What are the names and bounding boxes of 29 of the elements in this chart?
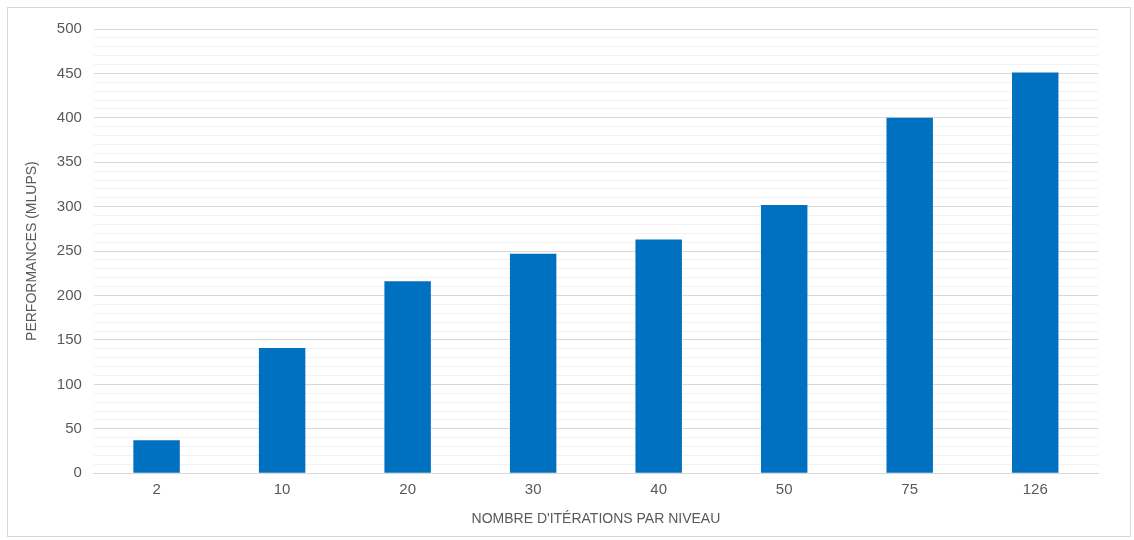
x-tick-label: 10 <box>273 480 291 498</box>
bar <box>635 239 682 473</box>
x-tick-label: 40 <box>650 480 668 498</box>
bar <box>258 347 306 473</box>
y-tick-label: 250 <box>56 241 82 259</box>
bar <box>1012 72 1059 473</box>
bar <box>133 440 180 473</box>
x-tick-label: 20 <box>399 480 416 498</box>
y-tick-label: 100 <box>56 374 82 392</box>
y-tick-label: 150 <box>56 330 82 348</box>
bar <box>760 204 808 473</box>
x-axis-title: NOMBRE D'ITÉRATIONS PAR NIVEAU <box>471 510 721 527</box>
y-tick-label: 350 <box>56 152 82 170</box>
y-tick-label: 50 <box>65 418 82 436</box>
x-tick-label: 126 <box>1022 480 1048 498</box>
x-tick-label: 75 <box>901 480 919 498</box>
y-tick-label: 200 <box>56 285 82 303</box>
x-tick-label: 50 <box>775 480 793 498</box>
y-tick-label: 450 <box>56 63 82 81</box>
y-axis-title: PERFORMANCES (MLUPS) <box>23 161 40 341</box>
bar <box>384 281 431 473</box>
y-tick-label: 500 <box>56 19 82 37</box>
x-tick-label: 2 <box>152 480 161 498</box>
bar <box>509 253 557 473</box>
y-tick-label: 300 <box>56 196 82 214</box>
y-tick-label: 0 <box>73 463 82 481</box>
y-tick-label: 400 <box>56 107 82 125</box>
bar <box>886 117 933 473</box>
x-tick-label: 30 <box>524 480 542 498</box>
